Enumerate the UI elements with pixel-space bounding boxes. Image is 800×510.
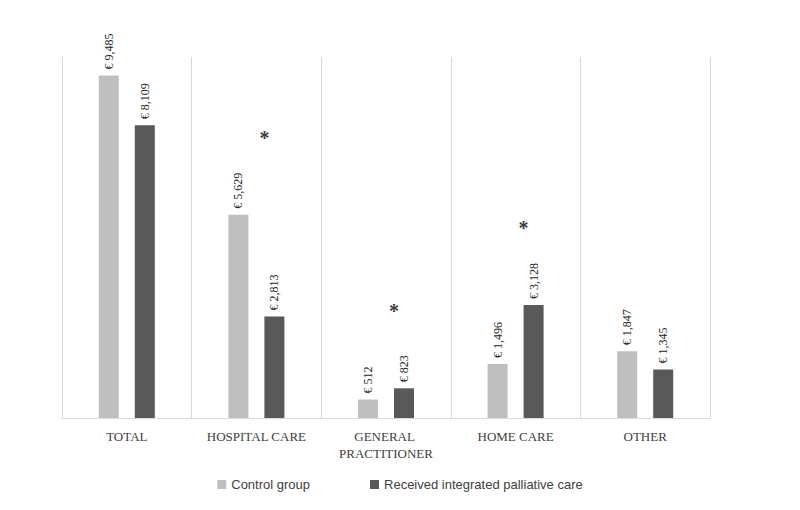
svg-text:GENERAL: GENERAL xyxy=(354,429,417,444)
svg-text:€ 1,496: € 1,496 xyxy=(491,322,505,358)
svg-text:HOSPITAL CARE: HOSPITAL CARE xyxy=(207,429,306,444)
svg-text:TOTAL: TOTAL xyxy=(106,429,147,444)
svg-text:€ 1,847: € 1,847 xyxy=(620,309,634,345)
svg-text:€ 9,485: € 9,485 xyxy=(102,34,116,70)
svg-text:*: * xyxy=(519,217,529,239)
svg-text:€ 5,629: € 5,629 xyxy=(231,173,245,209)
svg-text:Control group: Control group xyxy=(231,477,310,492)
svg-text:Received integrated palliative: Received integrated palliative care xyxy=(384,477,583,492)
svg-text:*: * xyxy=(389,300,399,322)
svg-text:€ 512: € 512 xyxy=(361,367,375,394)
svg-text:€ 8,109: € 8,109 xyxy=(138,83,152,119)
svg-text:*: * xyxy=(259,127,269,149)
svg-text:€ 823: € 823 xyxy=(397,355,411,382)
svg-text:€ 2,813: € 2,813 xyxy=(267,274,281,310)
svg-text:€ 3,128: € 3,128 xyxy=(527,263,541,299)
svg-text:PRACTITIONER: PRACTITIONER xyxy=(339,446,433,461)
svg-text:HOME CARE: HOME CARE xyxy=(477,429,553,444)
svg-text:€ 1,345: € 1,345 xyxy=(656,327,670,363)
svg-text:OTHER: OTHER xyxy=(624,429,668,444)
